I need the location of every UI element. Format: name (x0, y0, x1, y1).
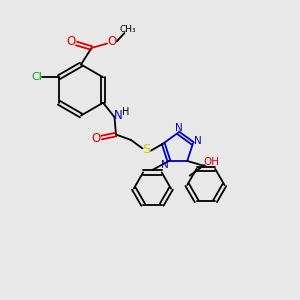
Text: N: N (114, 110, 123, 122)
Text: O: O (92, 132, 101, 145)
Text: CH₃: CH₃ (120, 25, 136, 34)
Text: N: N (175, 123, 183, 133)
Text: N: N (160, 160, 168, 170)
Text: H: H (122, 107, 129, 117)
Text: O: O (107, 35, 116, 48)
Text: O: O (67, 35, 76, 48)
Text: Cl: Cl (31, 72, 42, 82)
Text: OH: OH (203, 157, 219, 167)
Text: N: N (194, 136, 202, 146)
Text: S: S (142, 143, 151, 156)
